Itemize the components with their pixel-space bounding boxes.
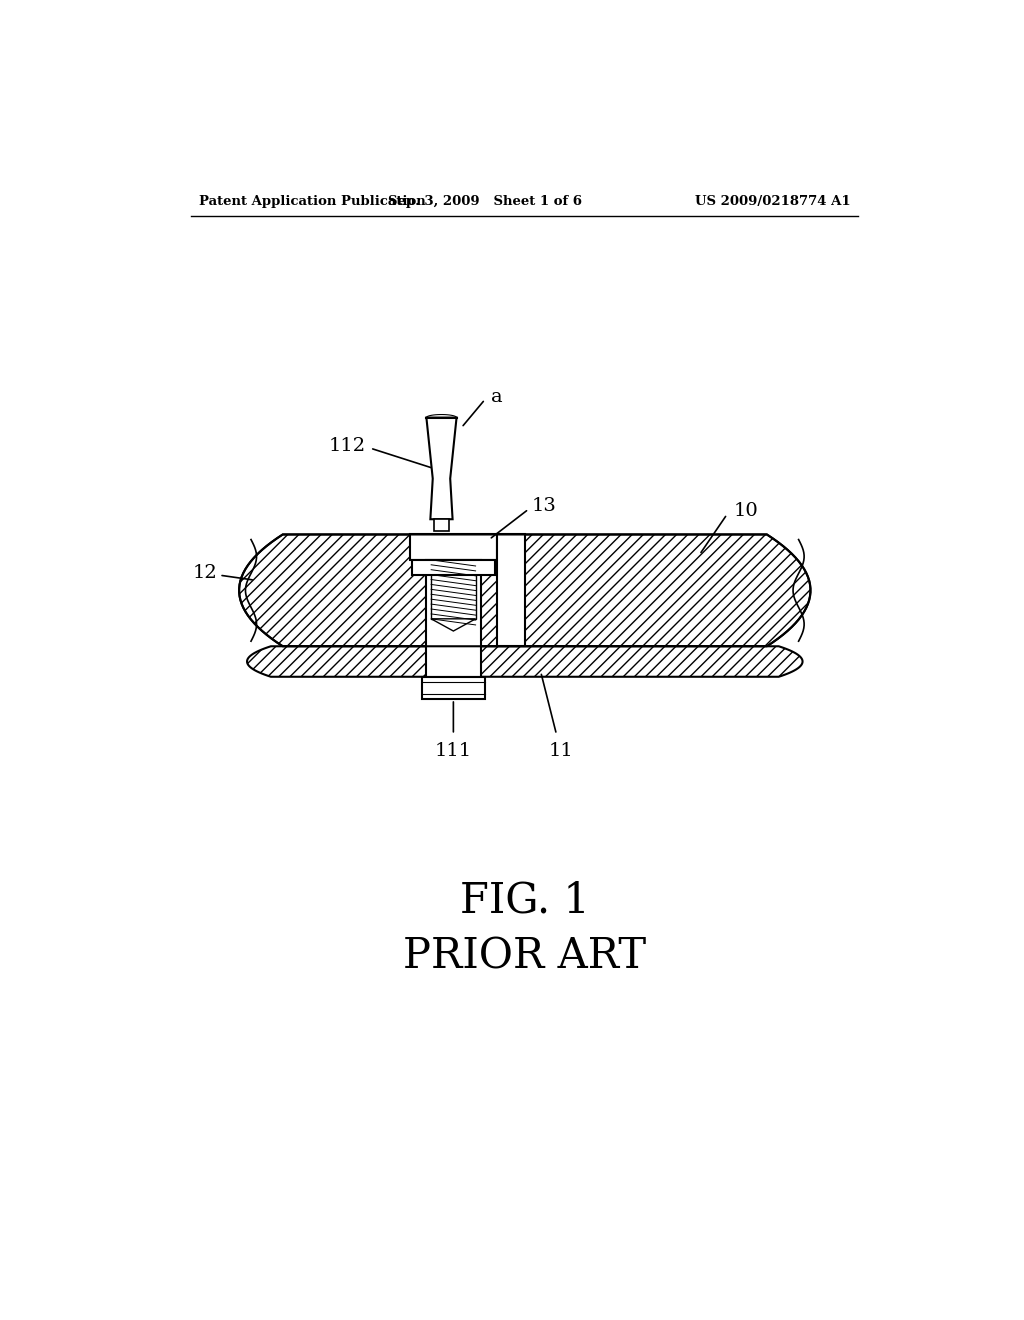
Polygon shape [410, 535, 497, 560]
Text: 12: 12 [193, 564, 217, 582]
Text: FIG. 1: FIG. 1 [460, 879, 590, 921]
Text: 112: 112 [329, 437, 367, 455]
Polygon shape [497, 535, 524, 647]
Polygon shape [240, 535, 810, 647]
Text: Sep. 3, 2009   Sheet 1 of 6: Sep. 3, 2009 Sheet 1 of 6 [388, 194, 582, 207]
Text: 13: 13 [531, 498, 556, 515]
Polygon shape [422, 677, 485, 700]
Text: 111: 111 [435, 742, 472, 760]
Text: 10: 10 [733, 502, 758, 520]
Text: US 2009/0218774 A1: US 2009/0218774 A1 [694, 194, 850, 207]
Text: 11: 11 [548, 742, 572, 760]
Polygon shape [426, 560, 481, 677]
Polygon shape [431, 619, 475, 631]
Text: PRIOR ART: PRIOR ART [403, 936, 646, 977]
Polygon shape [412, 560, 495, 576]
Text: a: a [490, 388, 503, 407]
Text: Patent Application Publication: Patent Application Publication [200, 194, 426, 207]
Polygon shape [434, 519, 450, 532]
Polygon shape [426, 417, 457, 519]
Polygon shape [431, 560, 475, 619]
Polygon shape [247, 647, 803, 677]
